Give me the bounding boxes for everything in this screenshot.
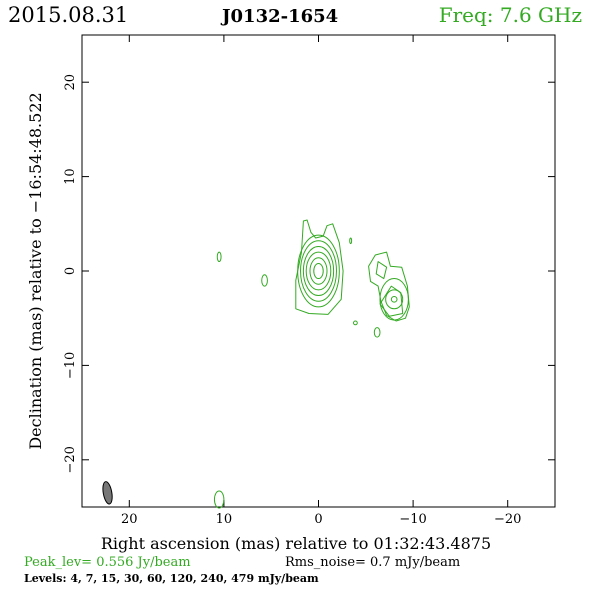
noise-island-contour <box>261 274 268 287</box>
peak-level: Peak_lev= 0.556 Jy/beam <box>24 555 191 570</box>
core-contour <box>309 257 328 285</box>
core-contour <box>302 245 335 297</box>
y-tick-label: −20 <box>63 446 78 473</box>
y-tick-label: 10 <box>63 168 78 185</box>
noise-island-contour <box>349 237 353 245</box>
y-axis-label: Declination (mas) relative to −16:54:48.… <box>26 92 45 449</box>
outer-contour <box>368 251 410 322</box>
outer-contour <box>379 285 404 317</box>
outer-contour <box>375 261 388 280</box>
outer-contour <box>295 219 344 315</box>
contour-map <box>213 219 410 509</box>
x-tick-label: 10 <box>216 512 233 527</box>
plot-frame <box>81 34 556 508</box>
x-tick-label: −20 <box>494 512 521 527</box>
noise-island-contour <box>216 251 222 263</box>
beam-ellipse-layer <box>102 481 113 505</box>
rms-noise: Rms_noise= 0.7 mJy/beam <box>285 555 460 570</box>
jet-contour <box>390 295 398 303</box>
noise-island-contour <box>353 320 358 326</box>
x-axis-label: Right ascension (mas) relative to 01:32:… <box>101 534 491 553</box>
contour-levels: Levels: 4, 7, 15, 30, 60, 120, 240, 479 … <box>24 572 319 585</box>
core-contour <box>313 262 324 280</box>
x-tick-label: 20 <box>121 512 138 527</box>
y-tick-label: 0 <box>63 267 78 275</box>
core-contour <box>300 240 337 302</box>
header-date: 2015.08.31 <box>8 3 128 27</box>
noise-island-contour <box>373 327 381 338</box>
y-tick-labels: 20 10 0 −10 −20 <box>63 74 78 474</box>
core-contour <box>297 234 340 308</box>
y-tick-label: −10 <box>63 352 78 379</box>
jet-contour <box>379 278 409 321</box>
header-source: J0132-1654 <box>220 6 338 27</box>
x-tick-label: −10 <box>399 512 426 527</box>
header-frequency: Freq: 7.6 GHz <box>439 3 582 27</box>
beam-ellipse <box>102 481 113 505</box>
x-tick-label: 0 <box>314 512 322 527</box>
core-contour <box>305 251 332 291</box>
noise-island-contour <box>213 490 225 509</box>
y-tick-label: 20 <box>63 74 78 91</box>
axis-ticks <box>82 35 555 507</box>
jet-contour <box>385 289 404 310</box>
x-tick-labels: 20 10 0 −10 −20 <box>121 512 521 527</box>
